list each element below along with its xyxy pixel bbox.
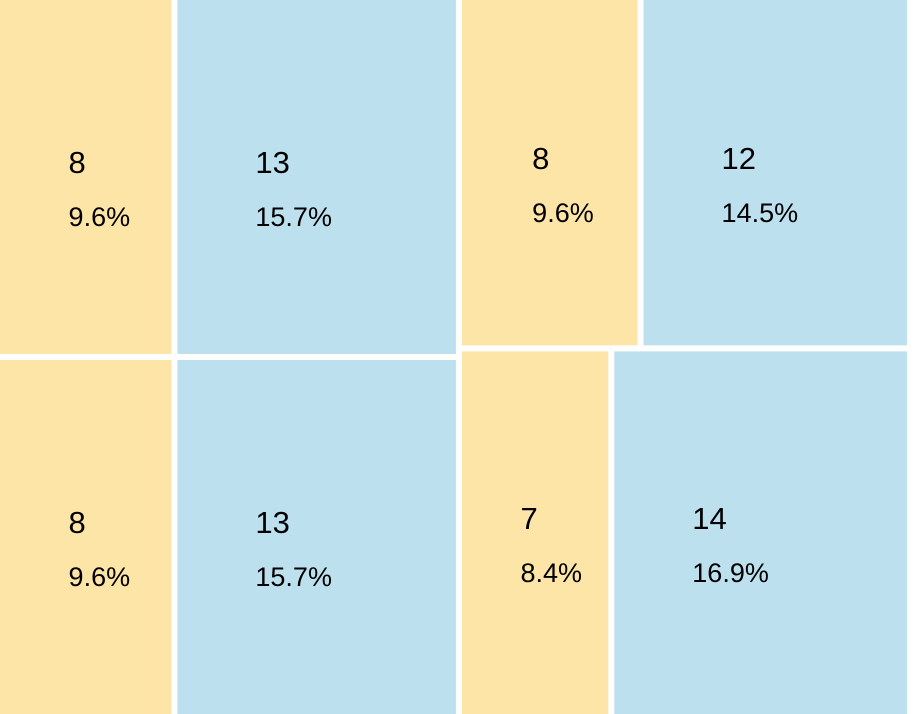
tile [461,351,609,714]
tile-share: 15.7% [255,562,332,592]
tile [614,351,907,714]
tile-value: 13 [255,505,289,540]
tile [177,0,456,354]
tile [0,360,172,714]
tile-share: 16.9% [692,558,769,588]
tile [643,0,907,346]
tile [0,0,172,354]
tile-value: 8 [532,141,549,176]
tile-value: 8 [69,505,86,540]
tile-share: 9.6% [69,202,131,232]
tile-share: 8.4% [520,558,582,588]
tile-value: 12 [722,141,756,176]
tile-value: 8 [69,145,86,180]
tile-share: 14.5% [722,198,799,228]
tile [177,360,456,714]
tile [461,0,638,346]
tile-value: 13 [255,145,289,180]
tile-value: 7 [520,501,537,536]
tile-value: 14 [692,501,726,536]
tile-share: 9.6% [69,562,131,592]
tile-share: 9.6% [532,198,594,228]
tile-share: 15.7% [255,202,332,232]
